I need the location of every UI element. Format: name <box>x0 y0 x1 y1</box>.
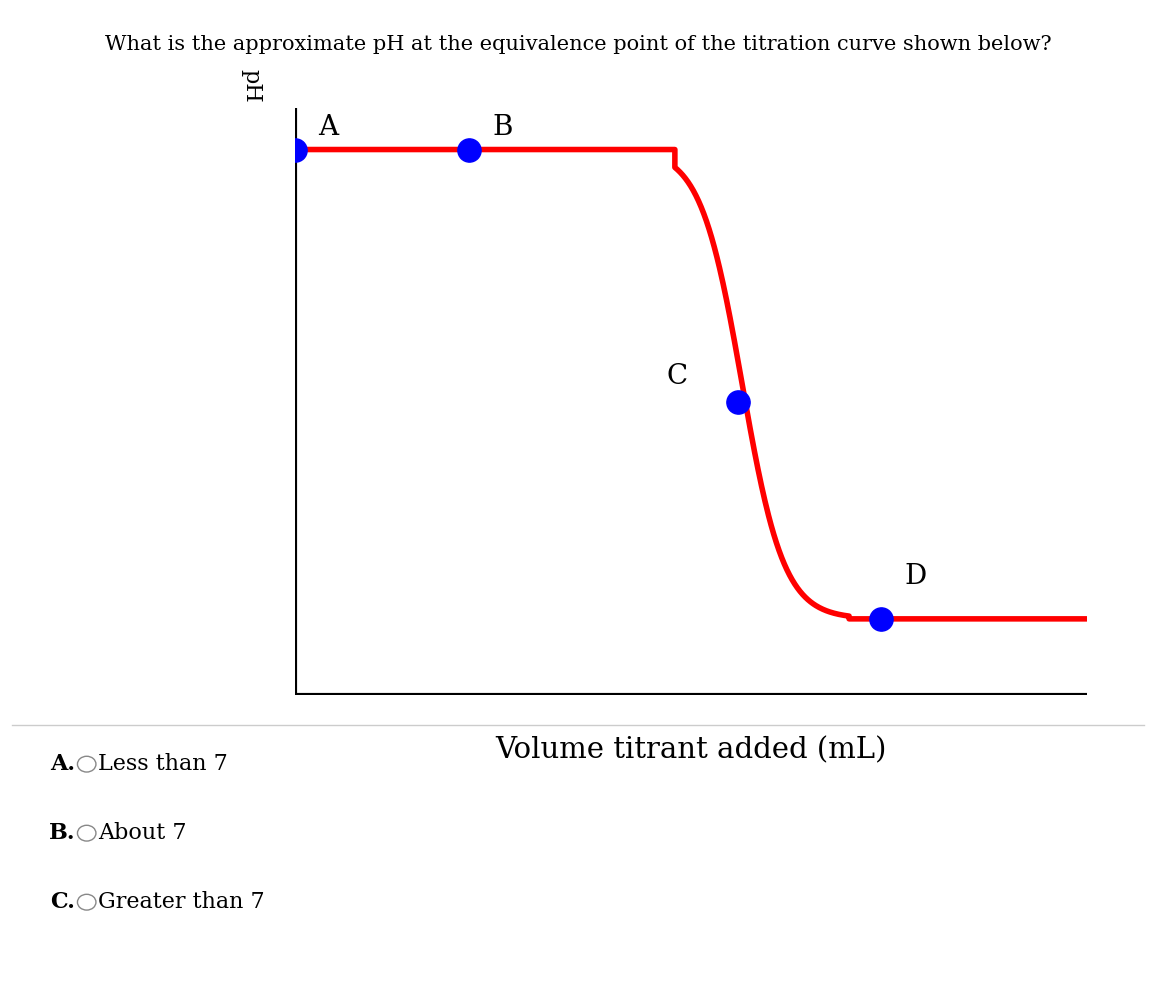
Text: Less than 7: Less than 7 <box>98 753 228 775</box>
Text: B: B <box>492 113 513 141</box>
Text: Volume titrant added (mL): Volume titrant added (mL) <box>495 737 887 764</box>
Text: A: A <box>319 113 339 141</box>
Text: C: C <box>667 363 688 390</box>
Point <box>286 142 304 158</box>
Point <box>729 394 748 410</box>
Point <box>460 142 479 158</box>
Text: D: D <box>904 563 927 590</box>
Text: Greater than 7: Greater than 7 <box>98 891 265 913</box>
Text: B.: B. <box>49 822 75 844</box>
Text: What is the approximate pH at the equivalence point of the titration curve shown: What is the approximate pH at the equiva… <box>105 35 1051 53</box>
Text: C.: C. <box>50 891 75 913</box>
Text: A.: A. <box>50 753 75 775</box>
Text: About 7: About 7 <box>98 822 187 844</box>
Text: pH: pH <box>240 69 262 103</box>
Point <box>872 611 890 627</box>
